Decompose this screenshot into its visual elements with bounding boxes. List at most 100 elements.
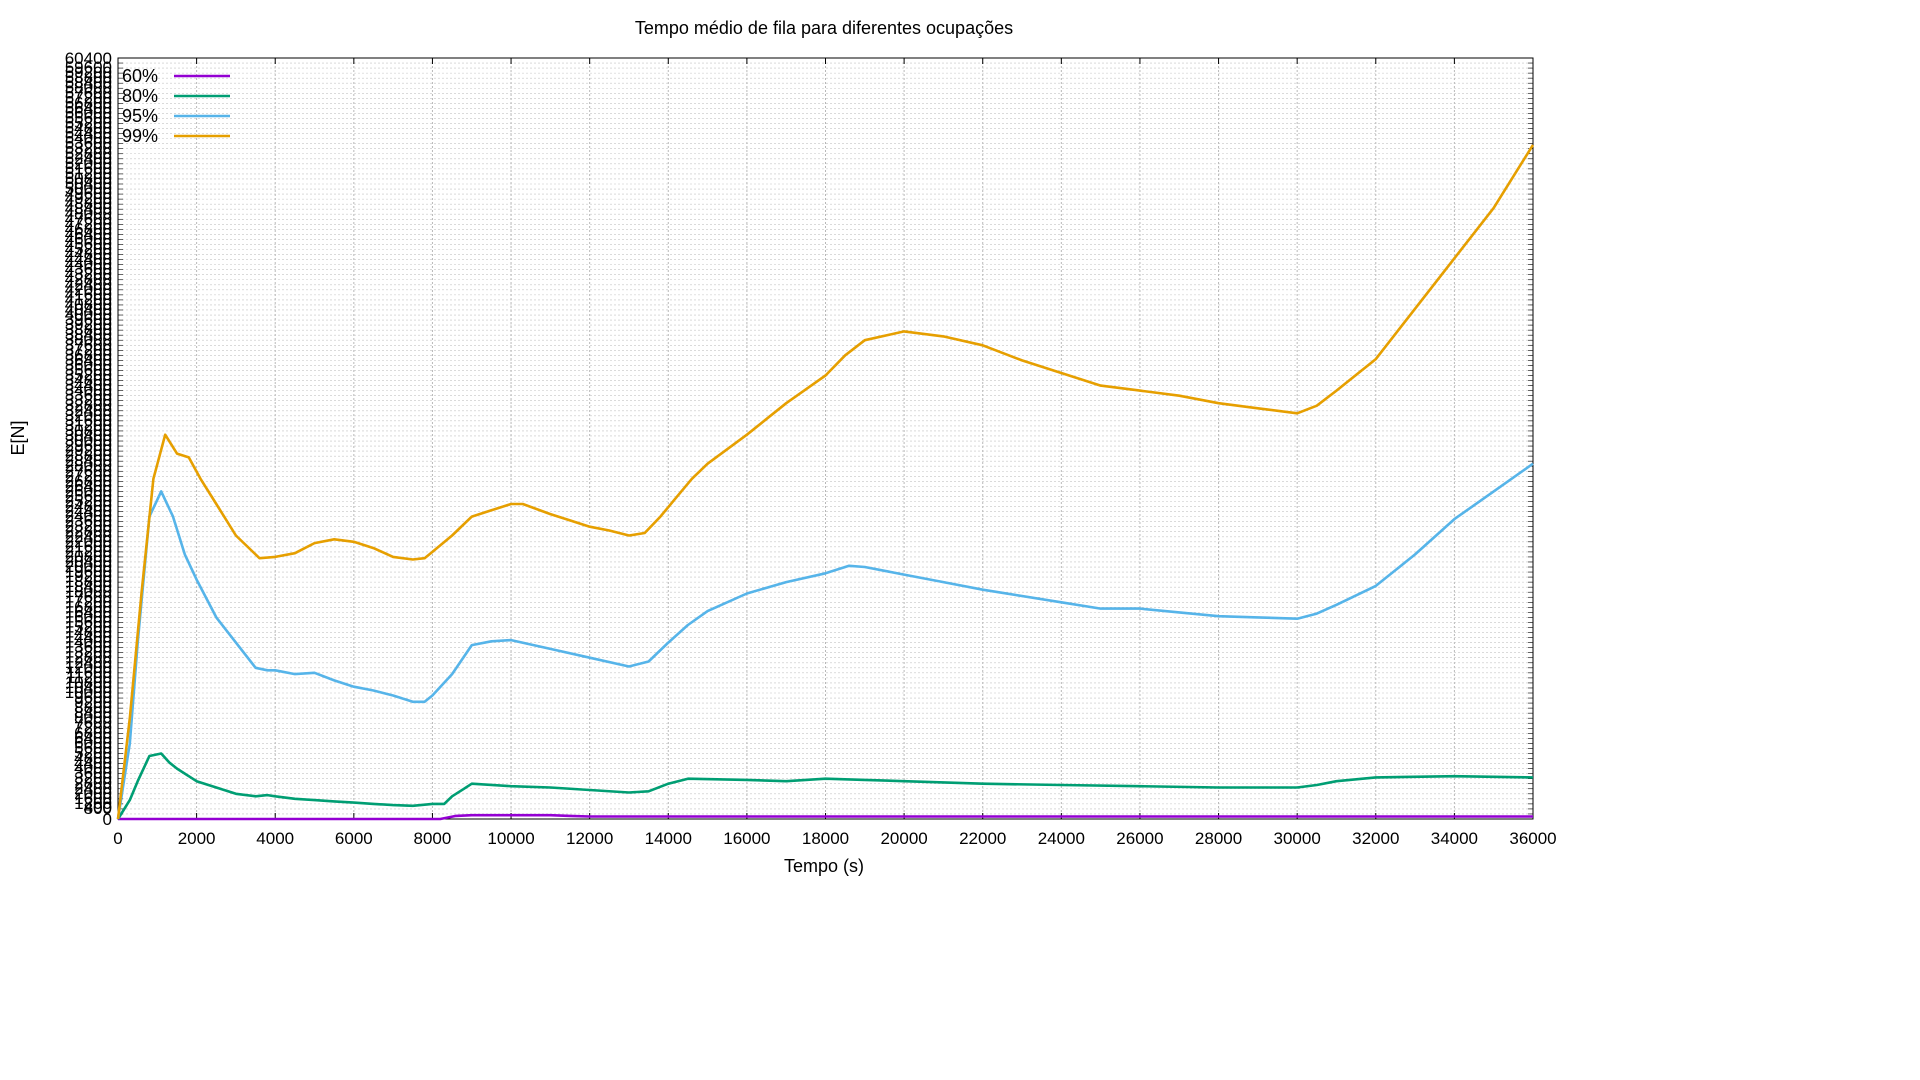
y-tick-label: 34000 [65,381,112,400]
y-tick-label: 28000 [65,456,112,475]
y-tick-label: 12400 [65,653,112,672]
y-tick-label: 800 [84,799,112,818]
y-tick-label: 22400 [65,527,112,546]
x-tick-label: 4000 [256,829,294,848]
y-tick-label: 23200 [65,517,112,536]
y-tick-label: 9200 [74,693,112,712]
y-tick-label: 28800 [65,446,112,465]
y-tick-label: 24400 [65,502,112,521]
y-tick-label: 54800 [65,119,112,138]
y-tick-label: 55200 [65,114,112,133]
y-tick-label: 5200 [74,743,112,762]
y-tick-label: 51600 [65,159,112,178]
x-tick-label: 14000 [645,829,692,848]
y-tick-label: 14000 [65,633,112,652]
y-tick-label: 52000 [65,154,112,173]
x-tick-label: 28000 [1195,829,1242,848]
y-tick-label: 26000 [65,481,112,500]
y-tick-label: 38000 [65,330,112,349]
y-tick-label: 45600 [65,234,112,253]
y-tick-label: 9600 [74,688,112,707]
y-tick-label: 15600 [65,612,112,631]
y-tick-label: 38400 [65,325,112,344]
y-tick-label: 26800 [65,471,112,490]
y-tick-label: 54400 [65,124,112,143]
y-tick-label: 36800 [65,345,112,364]
y-tick-label: 40000 [65,305,112,324]
y-tick-label: 10800 [65,673,112,692]
y-tick-label: 48400 [65,199,112,218]
y-tick-label: 31200 [65,416,112,435]
y-tick-label: 24800 [65,497,112,516]
y-tick-label: 33200 [65,391,112,410]
y-tick-label: 47600 [65,209,112,228]
y-tick-label: 3200 [74,769,112,788]
y-tick-label: 18400 [65,577,112,596]
chart-title: Tempo médio de fila para diferentes ocup… [635,18,1013,38]
y-tick-label: 6800 [74,723,112,742]
x-axis-label: Tempo (s) [784,856,864,876]
series-line-60 [118,813,1533,821]
y-tick-label: 22000 [65,532,112,551]
y-tick-label: 13600 [65,638,112,657]
y-tick-label: 6000 [74,733,112,752]
y-tick-label: 24000 [65,507,112,526]
y-tick-label: 57600 [65,83,112,102]
y-tick-label: 57200 [65,88,112,107]
y-tick-label: 34400 [65,376,112,395]
y-tick-label: 49200 [65,189,112,208]
y-tick-label: 47200 [65,214,112,233]
y-tick-label: 50400 [65,174,112,193]
y-tick-label: 46000 [65,229,112,248]
x-tick-label: 24000 [1038,829,1085,848]
y-tick-label: 56400 [65,98,112,117]
y-tick-label: 30000 [65,431,112,450]
y-tick-label-top: 60400 [65,49,112,68]
y-tick-label: 50800 [65,169,112,188]
y-tick-label: 36000 [65,355,112,374]
y-tick-label: 13200 [65,643,112,662]
y-tick-label: 55600 [65,108,112,127]
y-tick-label: 10400 [65,678,112,697]
y-tick-label: 31600 [65,411,112,430]
y-tick-label: 48000 [65,204,112,223]
x-tick-label: 26000 [1116,829,1163,848]
y-tick-label: 32800 [65,396,112,415]
y-tick-label-400: 400 [84,798,112,817]
y-tick-label: 46400 [65,224,112,243]
y-tick-label: 42400 [65,275,112,294]
y-tick-label: 30800 [65,421,112,440]
y-tick-label: 33600 [65,386,112,405]
y-tick-label: 7200 [74,718,112,737]
y-tick-label: 4400 [74,754,112,773]
y-tick-label: 32400 [65,401,112,420]
x-tick-label: 18000 [802,829,849,848]
y-tick-label: 44800 [65,245,112,264]
x-tick-label: 6000 [335,829,373,848]
y-tick-label: 58000 [65,78,112,97]
x-tick-label: 20000 [880,829,927,848]
y-tick-label: 25600 [65,486,112,505]
y-tick-label: 1200 [74,794,112,813]
y-tick-label: 36400 [65,350,112,369]
x-tick-label: 34000 [1431,829,1478,848]
x-tick-label: 0 [113,829,122,848]
y-tick-label: 17600 [65,587,112,606]
y-tick-label: 42000 [65,280,112,299]
y-tick-label: 38800 [65,320,112,339]
x-tick-label: 12000 [566,829,613,848]
y-tick-label: 35600 [65,360,112,379]
y-tick-label: 40400 [65,300,112,319]
y-tick-label: 10000 [65,683,112,702]
x-tick-label: 36000 [1509,829,1556,848]
y-tick-label: 34800 [65,371,112,390]
x-tick-label: 10000 [487,829,534,848]
y-tick-label: 56000 [65,103,112,122]
y-tick-label: 6400 [74,728,112,747]
y-tick-label: 40800 [65,295,112,314]
y-tick-label: 5600 [74,738,112,757]
y-tick-label: 16800 [65,597,112,616]
y-tick-label: 29200 [65,441,112,460]
y-tick-label: 14800 [65,623,112,642]
y-tick-label: 49600 [65,184,112,203]
